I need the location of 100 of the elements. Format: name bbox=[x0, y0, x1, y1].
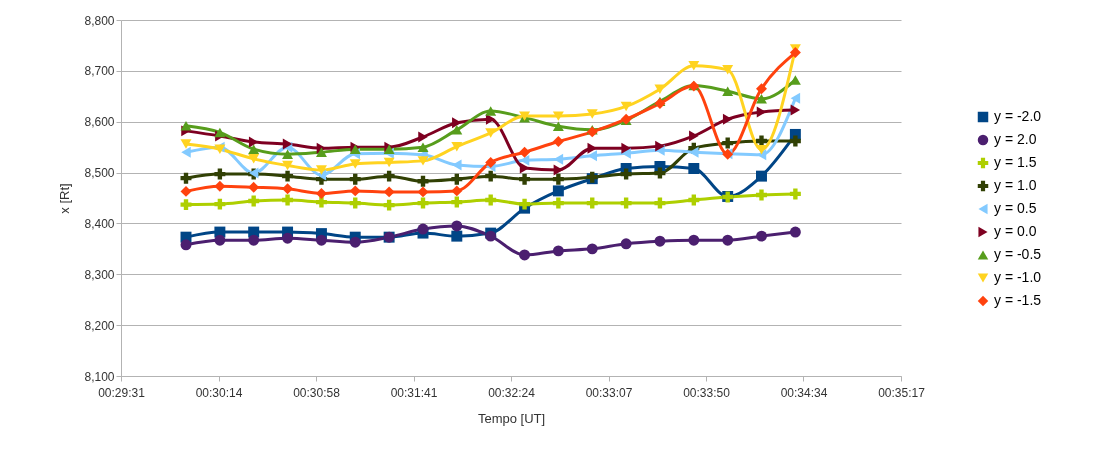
point bbox=[451, 141, 463, 152]
point bbox=[349, 236, 361, 248]
point bbox=[248, 144, 260, 154]
point bbox=[282, 194, 294, 206]
point bbox=[722, 137, 734, 149]
point bbox=[620, 168, 632, 180]
point bbox=[383, 186, 395, 198]
legend-label: y = -1.0 bbox=[994, 269, 1042, 285]
x-tick-label: 00:29:31 bbox=[98, 385, 146, 400]
point bbox=[485, 106, 497, 116]
y-tick-label: 8,500 bbox=[84, 166, 115, 181]
point bbox=[756, 170, 767, 182]
legend-label: y = 0.5 bbox=[994, 200, 1037, 216]
point bbox=[383, 170, 395, 182]
point bbox=[790, 92, 801, 104]
point bbox=[519, 198, 531, 210]
point bbox=[248, 154, 260, 164]
point bbox=[485, 156, 497, 168]
y-tick-label: 8,700 bbox=[84, 64, 115, 79]
point bbox=[214, 234, 226, 246]
y-tick-label: 8,200 bbox=[84, 318, 115, 333]
point bbox=[451, 185, 463, 197]
point bbox=[282, 160, 294, 171]
x-tick-label: 00:35:17 bbox=[878, 385, 926, 400]
point bbox=[282, 232, 294, 244]
point bbox=[620, 238, 632, 250]
point bbox=[418, 131, 428, 143]
y-tick-label: 8,800 bbox=[84, 13, 115, 28]
point bbox=[789, 47, 801, 59]
point bbox=[451, 125, 463, 135]
legend-label: y = 1.0 bbox=[994, 177, 1037, 193]
y-axis-title: x [Rt] bbox=[57, 183, 73, 214]
point bbox=[756, 94, 767, 104]
point bbox=[756, 230, 767, 242]
point bbox=[654, 235, 666, 247]
point bbox=[417, 142, 429, 152]
point bbox=[519, 249, 531, 261]
y-tick-label: 8,600 bbox=[84, 115, 115, 130]
point bbox=[282, 183, 294, 195]
legend-label: y = 0.0 bbox=[994, 223, 1037, 239]
point bbox=[688, 234, 700, 246]
point bbox=[722, 86, 734, 96]
point bbox=[349, 173, 361, 185]
point bbox=[552, 173, 564, 185]
point bbox=[452, 159, 462, 171]
x-axis-title: Tempo [UT] bbox=[477, 410, 546, 426]
point bbox=[248, 234, 260, 246]
x-tick-label: 00:34:34 bbox=[780, 385, 828, 400]
point bbox=[349, 159, 361, 169]
point bbox=[214, 127, 226, 138]
point bbox=[654, 197, 666, 209]
point bbox=[451, 173, 463, 185]
point bbox=[180, 139, 192, 149]
point bbox=[417, 156, 429, 166]
point bbox=[485, 194, 497, 206]
point bbox=[315, 187, 327, 199]
point bbox=[620, 197, 632, 209]
point bbox=[383, 157, 395, 168]
point bbox=[180, 239, 192, 251]
point bbox=[180, 199, 192, 211]
point bbox=[586, 243, 598, 255]
point bbox=[485, 170, 497, 182]
point bbox=[181, 146, 191, 158]
point bbox=[756, 83, 767, 95]
point bbox=[315, 165, 327, 175]
legend-label: y = 1.5 bbox=[994, 154, 1037, 170]
point bbox=[451, 196, 463, 208]
point bbox=[552, 197, 564, 209]
point bbox=[722, 113, 733, 125]
point bbox=[349, 185, 361, 197]
point bbox=[621, 142, 631, 154]
point bbox=[383, 199, 395, 211]
point bbox=[789, 135, 801, 147]
point bbox=[620, 101, 632, 112]
point bbox=[789, 188, 801, 200]
point bbox=[586, 109, 598, 119]
point bbox=[722, 234, 734, 246]
point bbox=[790, 104, 801, 116]
point bbox=[756, 189, 767, 201]
point bbox=[688, 61, 700, 71]
point bbox=[248, 195, 260, 207]
point bbox=[180, 121, 192, 131]
point bbox=[519, 146, 531, 158]
point bbox=[485, 128, 497, 138]
point bbox=[349, 197, 361, 209]
point bbox=[552, 111, 564, 121]
point bbox=[417, 223, 429, 235]
point bbox=[315, 147, 327, 157]
y-tick-label: 8,400 bbox=[84, 216, 115, 231]
point bbox=[553, 164, 564, 176]
y-tick-label: 8,100 bbox=[84, 369, 115, 384]
point bbox=[586, 197, 598, 209]
point bbox=[654, 167, 666, 179]
x-tick-label: 00:30:58 bbox=[293, 385, 341, 400]
point bbox=[789, 226, 801, 238]
point bbox=[214, 168, 226, 180]
point bbox=[417, 186, 429, 198]
point bbox=[315, 196, 327, 208]
point bbox=[552, 185, 564, 197]
point bbox=[282, 170, 294, 182]
